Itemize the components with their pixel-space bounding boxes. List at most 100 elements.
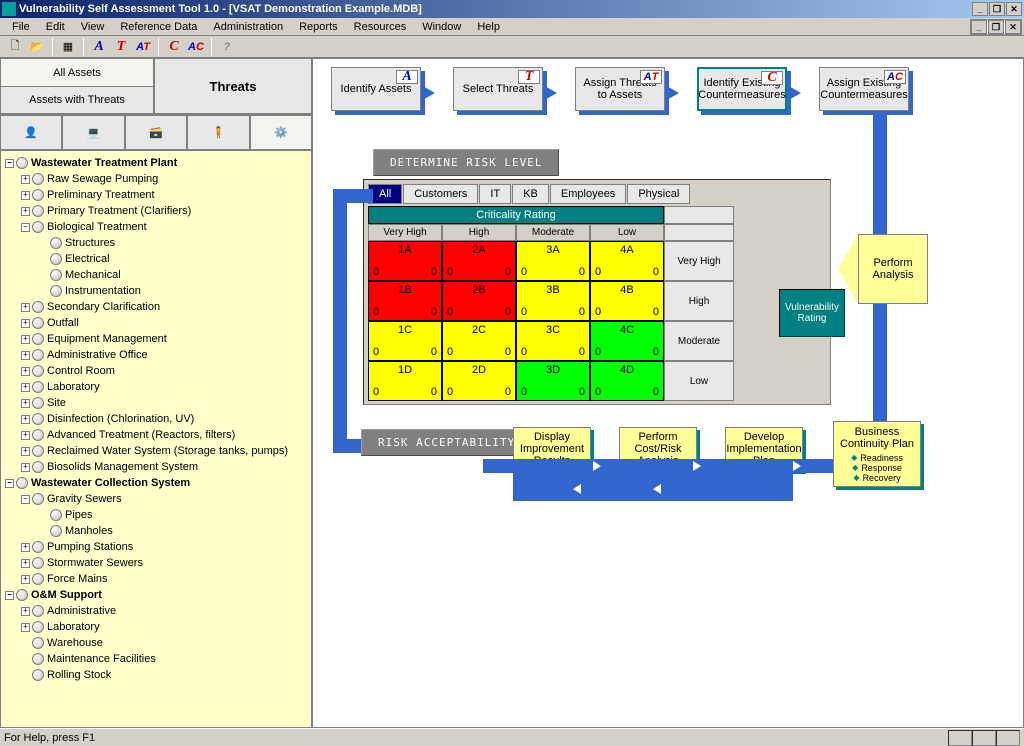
expand-icon[interactable]: − [5,479,14,488]
matrix-cell[interactable]: 4A00 [590,241,664,281]
matrix-cell[interactable]: 3D00 [516,361,590,401]
matrix-cell[interactable]: 4D00 [590,361,664,401]
expand-icon[interactable]: + [21,559,30,568]
workflow-step[interactable]: Identify Existing CountermeasuresC [697,67,787,111]
minimize-button[interactable]: _ [972,2,988,16]
category-icon-1[interactable]: 👤 [0,115,62,150]
tree-item[interactable]: +Secondary Clarification [3,299,309,315]
tree-item[interactable]: +Pumping Stations [3,539,309,555]
expand-icon[interactable]: − [5,591,14,600]
tree-item[interactable]: Manholes [3,523,309,539]
matrix-tab[interactable]: Employees [550,184,626,204]
workflow-step[interactable]: Assign Threats to AssetsAT [575,67,665,111]
menu-window[interactable]: Window [414,19,469,35]
menu-reference-data[interactable]: Reference Data [112,19,205,35]
menu-help[interactable]: Help [469,19,508,35]
tree-item[interactable]: Warehouse [3,635,309,651]
step-ac-button[interactable]: AC [185,37,207,57]
risk-acceptability-button[interactable]: RISK ACCEPTABILITY [361,429,532,456]
tree-item[interactable]: +Administrative [3,603,309,619]
close-button[interactable]: ✕ [1006,2,1022,16]
menu-edit[interactable]: Edit [38,19,73,35]
expand-icon[interactable]: + [21,607,30,616]
workflow-step[interactable]: Select ThreatsT [453,67,543,111]
tree-item[interactable]: +Stormwater Sewers [3,555,309,571]
matrix-cell[interactable]: 2B00 [442,281,516,321]
matrix-cell[interactable]: 1A00 [368,241,442,281]
tree-item[interactable]: +Administrative Office [3,347,309,363]
expand-icon[interactable]: + [21,431,30,440]
tree-item[interactable]: −Wastewater Treatment Plant [3,155,309,171]
tree-item[interactable]: +Force Mains [3,571,309,587]
matrix-tab[interactable]: Customers [403,184,478,204]
expand-icon[interactable]: + [21,415,30,424]
menu-administration[interactable]: Administration [205,19,291,35]
menu-file[interactable]: File [4,19,38,35]
tree-item[interactable]: +Raw Sewage Pumping [3,171,309,187]
matrix-cell[interactable]: 3B00 [516,281,590,321]
expand-icon[interactable]: + [21,207,30,216]
category-icon-4[interactable]: 🧍 [187,115,249,150]
tree-item[interactable]: Instrumentation [3,283,309,299]
tree-item[interactable]: +Advanced Treatment (Reactors, filters) [3,427,309,443]
tree-item[interactable]: +Biosolids Management System [3,459,309,475]
tree-item[interactable]: −Gravity Sewers [3,491,309,507]
determine-risk-button[interactable]: DETERMINE RISK LEVEL [373,149,559,176]
tree-item[interactable]: −Wastewater Collection System [3,475,309,491]
expand-icon[interactable]: + [21,463,30,472]
tree-item[interactable]: +Equipment Management [3,331,309,347]
help-icon[interactable]: ? [216,37,238,57]
tree-item[interactable]: +Reclaimed Water System (Storage tanks, … [3,443,309,459]
matrix-cell[interactable]: 1C00 [368,321,442,361]
tab-threats[interactable]: Threats [154,58,312,114]
tree-item[interactable]: +Laboratory [3,379,309,395]
mdi-minimize-button[interactable]: _ [971,20,987,34]
expand-icon[interactable]: + [21,367,30,376]
tree-item[interactable]: Electrical [3,251,309,267]
expand-icon[interactable]: + [21,175,30,184]
matrix-tab[interactable]: All [368,184,402,204]
category-icon-3[interactable]: 🗃️ [125,115,187,150]
expand-icon[interactable]: + [21,383,30,392]
matrix-tab[interactable]: KB [512,184,549,204]
open-icon[interactable]: 📂 [26,37,48,57]
tree-item[interactable]: Rolling Stock [3,667,309,683]
expand-icon[interactable]: − [5,159,14,168]
tree-item[interactable]: Maintenance Facilities [3,651,309,667]
tree-item[interactable]: +Control Room [3,363,309,379]
expand-icon[interactable]: + [21,335,30,344]
menu-view[interactable]: View [73,19,113,35]
tree-item[interactable]: +Primary Treatment (Clarifiers) [3,203,309,219]
matrix-tab[interactable]: IT [479,184,511,204]
expand-icon[interactable]: + [21,447,30,456]
asset-tree[interactable]: −Wastewater Treatment Plant+Raw Sewage P… [0,150,312,728]
matrix-cell[interactable]: 4C00 [590,321,664,361]
step-t-button[interactable]: T [110,37,132,57]
matrix-cell[interactable]: 2D00 [442,361,516,401]
matrix-cell[interactable]: 1D00 [368,361,442,401]
bcp-box[interactable]: Business Continuity Plan Readiness Respo… [833,421,921,487]
expand-icon[interactable]: + [21,303,30,312]
matrix-cell[interactable]: 2A00 [442,241,516,281]
expand-icon[interactable]: − [21,495,30,504]
expand-icon[interactable]: + [21,543,30,552]
restore-button[interactable]: ❐ [989,2,1005,16]
mdi-restore-button[interactable]: ❐ [988,20,1004,34]
matrix-cell[interactable]: 3C00 [516,321,590,361]
tree-item[interactable]: Structures [3,235,309,251]
matrix-cell[interactable]: 4B00 [590,281,664,321]
expand-icon[interactable]: − [21,223,30,232]
expand-icon[interactable]: + [21,319,30,328]
tree-item[interactable]: +Laboratory [3,619,309,635]
tree-item[interactable]: −O&M Support [3,587,309,603]
tree-item[interactable]: −Biological Treatment [3,219,309,235]
tab-all-assets[interactable]: All Assets [0,58,154,86]
tree-item[interactable]: +Site [3,395,309,411]
step-c-button[interactable]: C [163,37,185,57]
tab-assets-with-threats[interactable]: Assets with Threats [0,86,154,114]
properties-icon[interactable]: ▦ [57,37,79,57]
workflow-step[interactable]: Assign Existing CountermeasuresAC [819,67,909,111]
tree-item[interactable]: +Preliminary Treatment [3,187,309,203]
tree-item[interactable]: +Outfall [3,315,309,331]
matrix-cell[interactable]: 2C00 [442,321,516,361]
